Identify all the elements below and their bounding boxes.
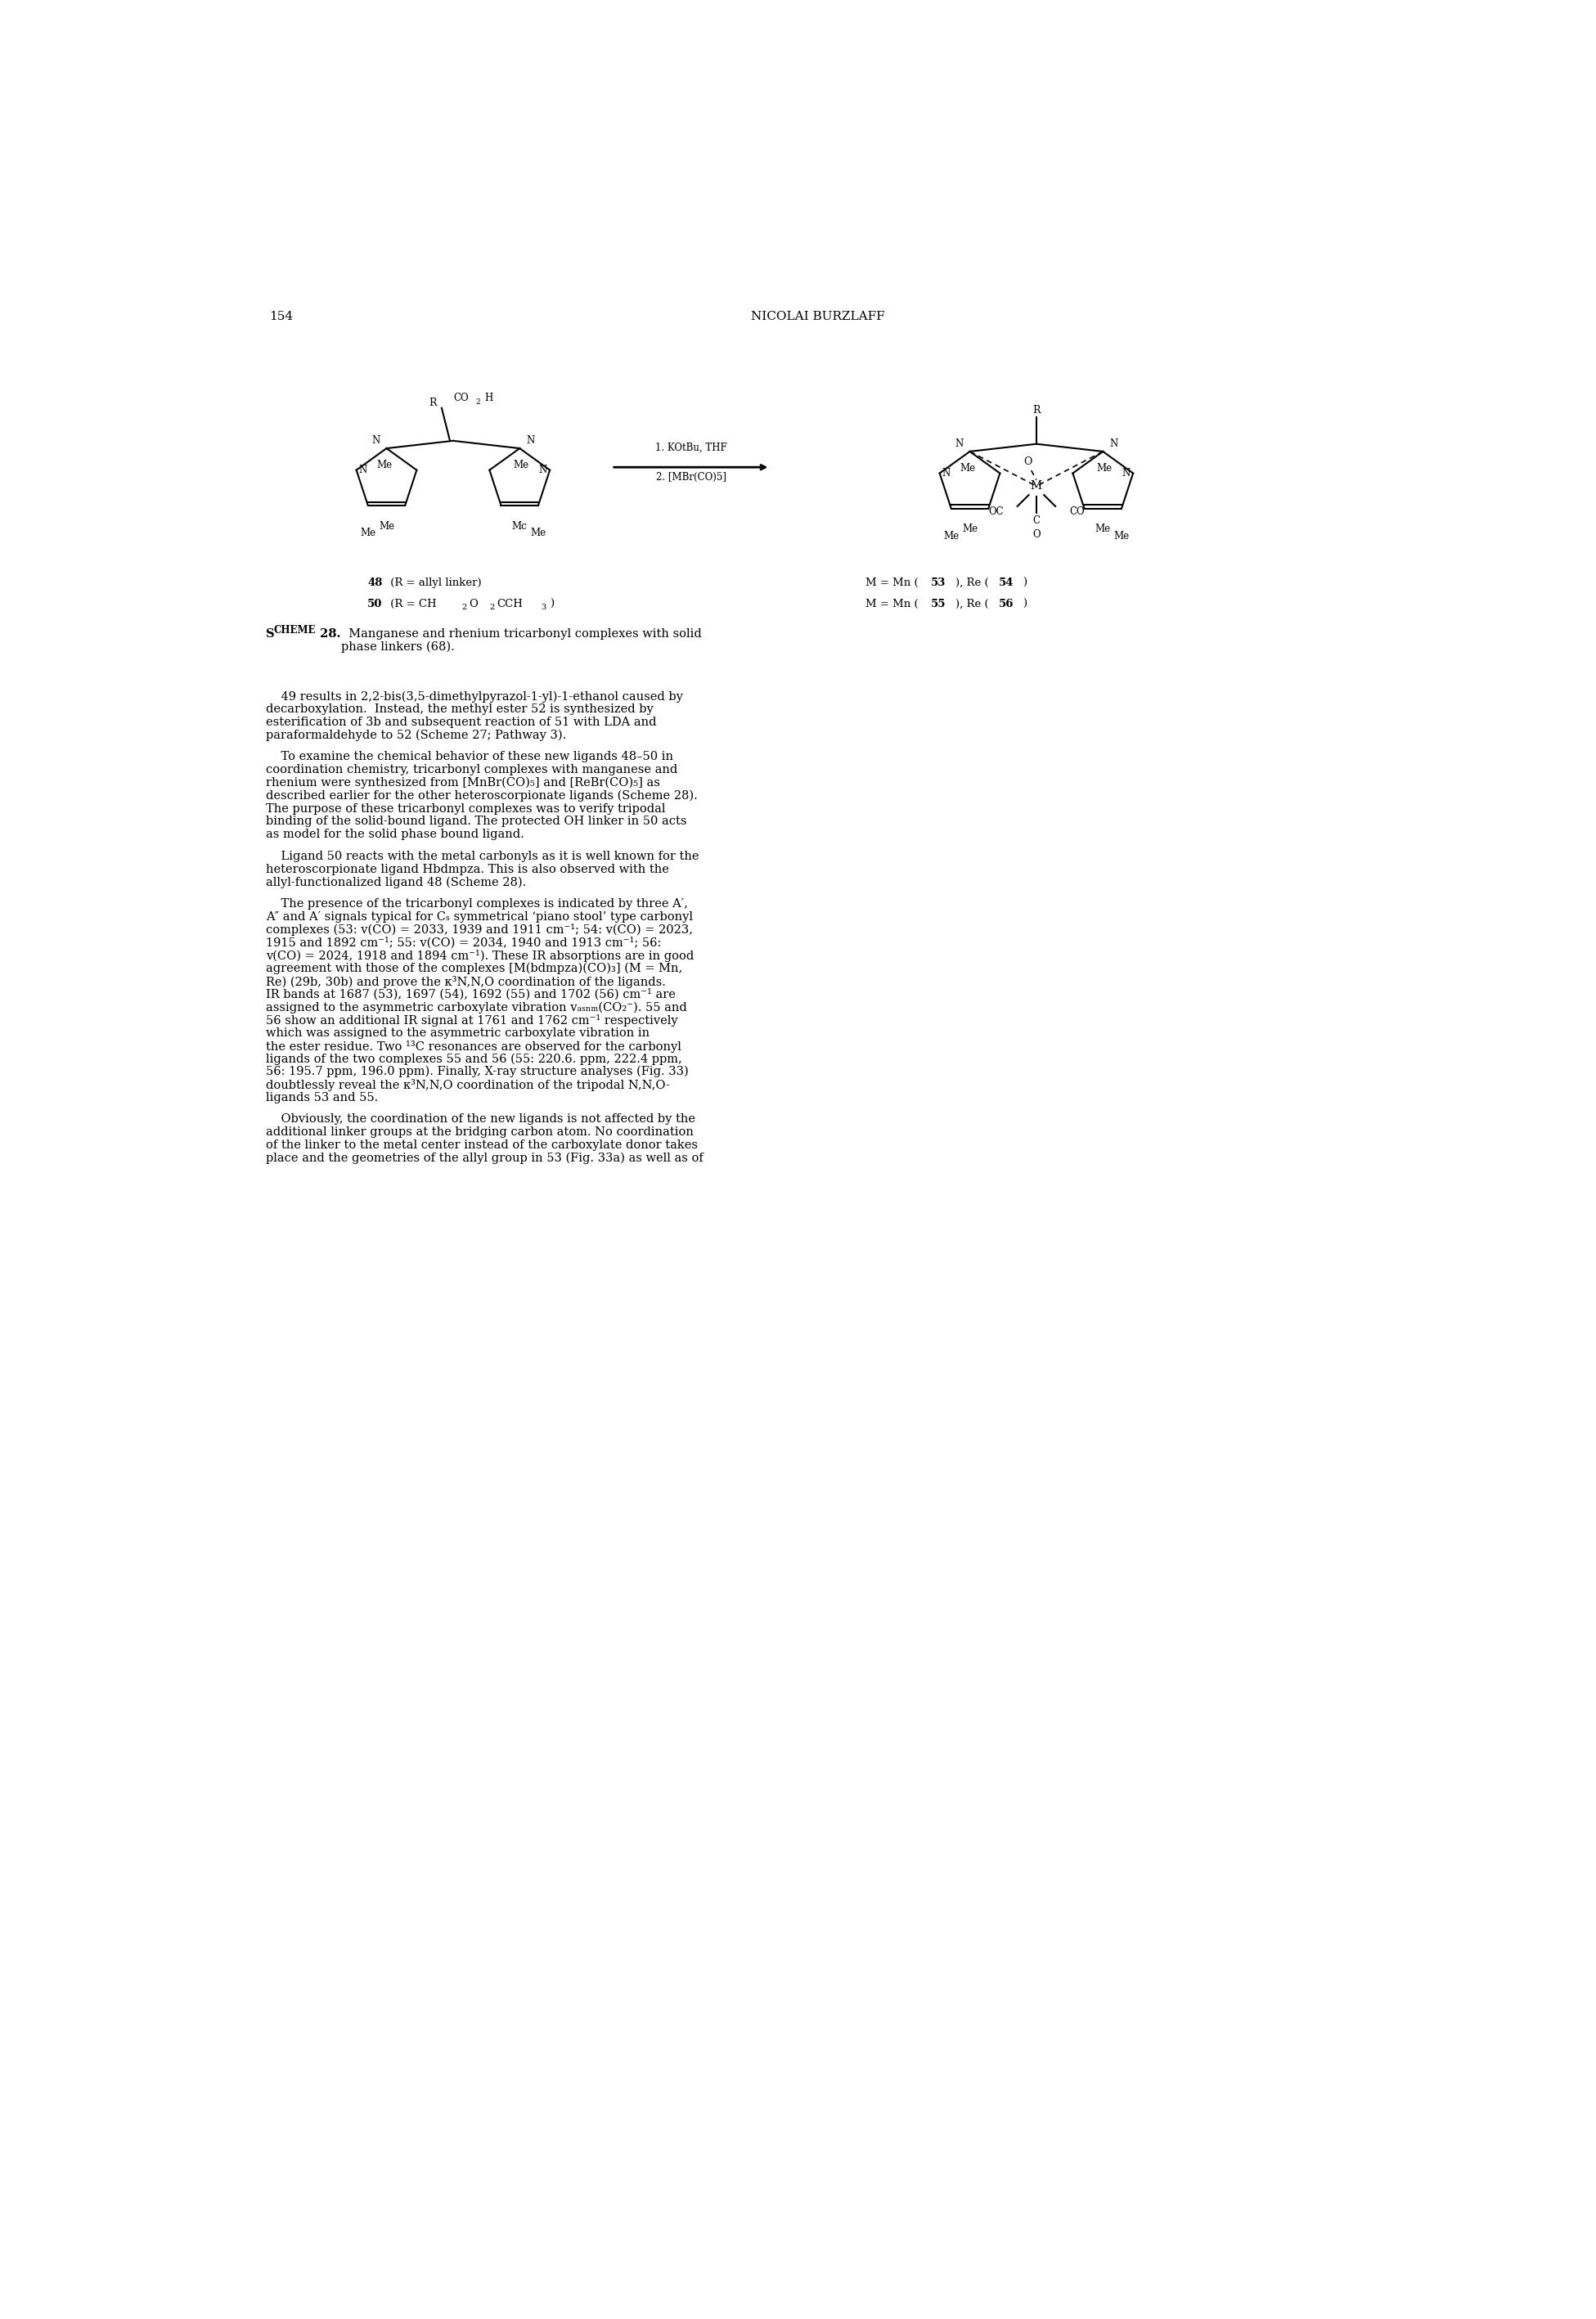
Text: ): )	[1023, 577, 1026, 589]
Text: N: N	[359, 464, 367, 475]
Text: 3: 3	[541, 603, 546, 612]
Text: Me: Me	[1096, 464, 1112, 473]
Text: 53: 53	[930, 577, 946, 589]
Text: complexes (53: v(CO) = 2033, 1939 and 1911 cm⁻¹; 54: v(CO) = 2023,: complexes (53: v(CO) = 2033, 1939 and 19…	[267, 923, 693, 937]
Text: additional linker groups at the bridging carbon atom. No coordination: additional linker groups at the bridging…	[267, 1127, 694, 1139]
Text: as model for the solid phase bound ligand.: as model for the solid phase bound ligan…	[267, 828, 525, 839]
Text: ), Re (: ), Re (	[956, 577, 988, 589]
Text: Me: Me	[1095, 524, 1111, 536]
Text: heteroscorpionate ligand Hbdmpza. This is also observed with the: heteroscorpionate ligand Hbdmpza. This i…	[267, 863, 669, 874]
Text: Me: Me	[1114, 531, 1130, 540]
Text: ligands 53 and 55.: ligands 53 and 55.	[267, 1092, 378, 1104]
Text: Manganese and rhenium tricarbonyl complexes with solid
phase linkers (68).: Manganese and rhenium tricarbonyl comple…	[342, 628, 701, 654]
Text: Me: Me	[377, 459, 393, 471]
Text: 56: 195.7 ppm, 196.0 ppm). Finally, X-ray structure analyses (Fig. 33): 56: 195.7 ppm, 196.0 ppm). Finally, X-ra…	[267, 1067, 689, 1078]
Text: 56: 56	[999, 598, 1013, 610]
Text: ligands of the two complexes 55 and 56 (55: 220.6. ppm, 222.4 ppm,: ligands of the two complexes 55 and 56 (…	[267, 1053, 681, 1064]
Text: N: N	[954, 438, 964, 450]
Text: C: C	[1033, 515, 1041, 526]
Text: Me: Me	[378, 522, 394, 531]
Text: 2: 2	[490, 603, 495, 612]
Text: M: M	[1031, 480, 1042, 492]
Text: described earlier for the other heteroscorpionate ligands (Scheme 28).: described earlier for the other heterosc…	[267, 791, 697, 802]
Text: CCH: CCH	[496, 598, 523, 610]
Text: CO: CO	[453, 392, 468, 404]
Text: NICOLAI BURZLAFF: NICOLAI BURZLAFF	[752, 311, 884, 322]
Text: 2: 2	[461, 603, 466, 612]
Text: N: N	[527, 436, 535, 445]
Text: N: N	[942, 468, 951, 478]
Text: ): )	[551, 598, 554, 610]
Text: of the linker to the metal center instead of the carboxylate donor takes: of the linker to the metal center instea…	[267, 1139, 697, 1150]
Text: 48: 48	[367, 577, 383, 589]
Text: IR bands at 1687 (53), 1697 (54), 1692 (55) and 1702 (56) cm⁻¹ are: IR bands at 1687 (53), 1697 (54), 1692 (…	[267, 988, 675, 999]
Text: Me: Me	[943, 531, 959, 540]
Text: O: O	[1033, 529, 1041, 540]
Text: M = Mn (: M = Mn (	[865, 598, 918, 610]
Text: which was assigned to the asymmetric carboxylate vibration in: which was assigned to the asymmetric car…	[267, 1027, 650, 1039]
Text: H: H	[485, 392, 493, 404]
Text: ), Re (: ), Re (	[956, 598, 988, 610]
Text: S: S	[267, 628, 275, 640]
Text: 1. KOtBu, THF: 1. KOtBu, THF	[654, 443, 726, 455]
Text: Obviously, the coordination of the new ligands is not affected by the: Obviously, the coordination of the new l…	[267, 1113, 696, 1125]
Text: The purpose of these tricarbonyl complexes was to verify tripodal: The purpose of these tricarbonyl complex…	[267, 802, 666, 814]
Text: place and the geometries of the allyl group in 53 (Fig. 33a) as well as of: place and the geometries of the allyl gr…	[267, 1153, 704, 1164]
Text: agreement with those of the complexes [M(bdmpza)(CO)₃] (M = Mn,: agreement with those of the complexes [M…	[267, 962, 683, 974]
Text: 50: 50	[367, 598, 383, 610]
Text: (R = CH: (R = CH	[386, 598, 436, 610]
Text: Mc: Mc	[512, 522, 527, 531]
Text: A″ and A′ signals typical for Cₛ symmetrical ‘piano stool’ type carbonyl: A″ and A′ signals typical for Cₛ symmetr…	[267, 911, 693, 923]
Text: R: R	[429, 397, 437, 408]
Text: the ester residue. Two ¹³C resonances are observed for the carbonyl: the ester residue. Two ¹³C resonances ar…	[267, 1041, 681, 1053]
Text: assigned to the asymmetric carboxylate vibration vₐₛₙₘ(CO₂⁻). 55 and: assigned to the asymmetric carboxylate v…	[267, 1002, 688, 1013]
Text: Me: Me	[962, 524, 978, 536]
Text: O: O	[469, 598, 477, 610]
Text: O: O	[1025, 457, 1033, 466]
Text: 154: 154	[270, 311, 294, 322]
Text: Me: Me	[514, 459, 530, 471]
Text: 49 results in 2,2-bis(3,5-dimethylpyrazol-1-yl)-1-ethanol caused by: 49 results in 2,2-bis(3,5-dimethylpyrazo…	[267, 691, 683, 703]
Text: 54: 54	[999, 577, 1013, 589]
Text: coordination chemistry, tricarbonyl complexes with manganese and: coordination chemistry, tricarbonyl comp…	[267, 765, 678, 775]
Text: Me: Me	[530, 526, 546, 538]
Text: Re) (29b, 30b) and prove the κ³N,N,O coordination of the ligands.: Re) (29b, 30b) and prove the κ³N,N,O coo…	[267, 976, 666, 988]
Text: R: R	[1033, 406, 1041, 415]
Text: ): )	[1023, 598, 1026, 610]
Text: allyl-functionalized ligand 48 (Scheme 28).: allyl-functionalized ligand 48 (Scheme 2…	[267, 877, 527, 888]
Text: (R = allyl linker): (R = allyl linker)	[386, 577, 480, 589]
Text: The presence of the tricarbonyl complexes is indicated by three A′,: The presence of the tricarbonyl complexe…	[267, 897, 688, 909]
Text: binding of the solid-bound ligand. The protected OH linker in 50 acts: binding of the solid-bound ligand. The p…	[267, 816, 686, 828]
Text: 55: 55	[930, 598, 946, 610]
Text: 2. [MBr(CO)5]: 2. [MBr(CO)5]	[656, 473, 726, 482]
Text: OC: OC	[988, 506, 1004, 517]
Text: decarboxylation.  Instead, the methyl ester 52 is synthesized by: decarboxylation. Instead, the methyl est…	[267, 703, 654, 714]
Text: Me: Me	[361, 526, 375, 538]
Text: CO: CO	[1069, 506, 1085, 517]
Text: N: N	[1109, 438, 1117, 450]
Text: N: N	[372, 436, 380, 445]
Text: 56 show an additional IR signal at 1761 and 1762 cm⁻¹ respectively: 56 show an additional IR signal at 1761 …	[267, 1013, 678, 1027]
Text: N: N	[1122, 468, 1130, 478]
Text: paraformaldehyde to 52 (Scheme 27; Pathway 3).: paraformaldehyde to 52 (Scheme 27; Pathw…	[267, 730, 567, 742]
Text: rhenium were synthesized from [MnBr(CO)₅] and [ReBr(CO)₅] as: rhenium were synthesized from [MnBr(CO)₅…	[267, 777, 661, 788]
Text: 28.: 28.	[316, 628, 340, 640]
Text: CHEME: CHEME	[273, 626, 316, 635]
Text: To examine the chemical behavior of these new ligands 48–50 in: To examine the chemical behavior of thes…	[267, 751, 674, 763]
Text: Me: Me	[961, 464, 975, 473]
Text: 2: 2	[476, 399, 480, 406]
Text: N: N	[539, 464, 547, 475]
Text: esterification of 3b and subsequent reaction of 51 with LDA and: esterification of 3b and subsequent reac…	[267, 717, 656, 728]
Text: v(CO) = 2024, 1918 and 1894 cm⁻¹). These IR absorptions are in good: v(CO) = 2024, 1918 and 1894 cm⁻¹). These…	[267, 951, 694, 962]
Text: doubtlessly reveal the κ³N,N,O coordination of the tripodal N,N,O-: doubtlessly reveal the κ³N,N,O coordinat…	[267, 1078, 670, 1092]
Text: M = Mn (: M = Mn (	[865, 577, 918, 589]
Text: 1915 and 1892 cm⁻¹; 55: v(CO) = 2034, 1940 and 1913 cm⁻¹; 56:: 1915 and 1892 cm⁻¹; 55: v(CO) = 2034, 19…	[267, 937, 661, 948]
Text: Ligand 50 reacts with the metal carbonyls as it is well known for the: Ligand 50 reacts with the metal carbonyl…	[267, 851, 699, 863]
